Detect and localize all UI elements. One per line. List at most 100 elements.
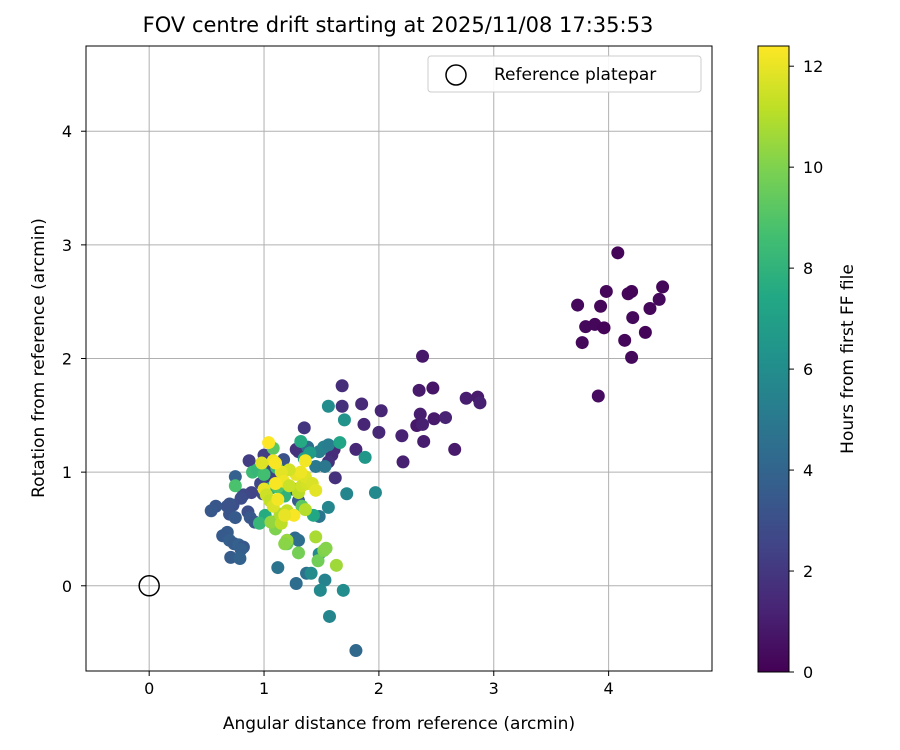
- data-point: [255, 456, 269, 470]
- y-tick-label: 4: [62, 122, 72, 141]
- scatter-points: [204, 246, 670, 658]
- data-point: [340, 487, 354, 501]
- y-tick-label: 3: [62, 236, 72, 255]
- data-point: [333, 436, 347, 450]
- data-point: [204, 504, 218, 518]
- y-tick-label: 0: [62, 577, 72, 596]
- x-tick-label: 1: [259, 679, 269, 698]
- data-point: [269, 456, 283, 470]
- data-point: [594, 299, 608, 313]
- data-point: [287, 508, 301, 522]
- data-point: [336, 583, 350, 597]
- data-point: [321, 399, 335, 413]
- colorbar-tick-label: 8: [803, 259, 813, 278]
- data-point: [611, 246, 625, 260]
- data-point: [228, 470, 242, 484]
- data-point: [252, 516, 266, 530]
- data-point: [257, 467, 271, 481]
- data-point: [318, 459, 332, 473]
- data-point: [323, 609, 337, 623]
- data-point: [298, 454, 312, 468]
- data-point: [448, 442, 462, 456]
- data-point: [335, 399, 349, 413]
- data-point: [412, 383, 426, 397]
- legend-box: [427, 55, 702, 93]
- grid: [86, 46, 712, 671]
- data-point: [473, 396, 487, 410]
- data-point: [416, 349, 430, 363]
- data-point: [242, 454, 256, 468]
- data-point: [264, 515, 278, 529]
- data-point: [358, 450, 372, 464]
- data-point: [282, 479, 296, 493]
- data-point: [318, 573, 332, 587]
- colorbar: 0 2 4 6 8 10 12 Hours from first FF file: [757, 45, 858, 682]
- data-point: [329, 558, 343, 572]
- data-point: [228, 511, 242, 525]
- x-tick-label: 0: [144, 679, 154, 698]
- data-point: [372, 425, 386, 439]
- x-axis-ticks: 0 1 2 3 4: [144, 671, 614, 698]
- data-point: [416, 417, 430, 431]
- data-point: [309, 459, 323, 473]
- data-point: [289, 577, 303, 590]
- data-point: [599, 284, 613, 298]
- data-point: [278, 508, 292, 522]
- data-point: [656, 280, 670, 294]
- data-point: [328, 471, 342, 485]
- x-tick-label: 4: [604, 679, 614, 698]
- legend-marker-icon: [445, 64, 467, 86]
- data-point: [626, 311, 640, 325]
- data-point: [643, 302, 657, 315]
- chart-title: FOV centre drift starting at 2025/11/08 …: [143, 13, 654, 37]
- data-point: [625, 284, 639, 298]
- data-point: [439, 411, 453, 425]
- colorbar-tick-label: 6: [803, 360, 813, 379]
- data-point: [297, 421, 311, 435]
- data-point: [321, 500, 335, 514]
- data-point: [374, 404, 388, 418]
- data-point: [591, 389, 605, 403]
- data-point: [357, 417, 371, 431]
- x-axis-label: Angular distance from reference (arcmin): [223, 714, 575, 734]
- data-point: [349, 644, 363, 658]
- data-point: [271, 492, 285, 506]
- data-point: [349, 442, 363, 456]
- data-point: [321, 438, 335, 452]
- data-point: [395, 429, 409, 443]
- y-axis-label: Rotation from reference (arcmin): [29, 218, 49, 498]
- data-point: [228, 479, 242, 493]
- data-point: [413, 407, 427, 421]
- data-point: [335, 379, 349, 393]
- data-point: [269, 477, 283, 490]
- data-point: [262, 436, 276, 450]
- data-point: [271, 561, 285, 575]
- y-tick-label: 2: [62, 350, 72, 369]
- data-point: [313, 583, 327, 597]
- data-point: [597, 321, 611, 335]
- data-point: [575, 336, 589, 350]
- colorbar-tick-label: 2: [803, 562, 813, 581]
- data-point: [319, 541, 333, 555]
- data-point: [355, 397, 369, 411]
- data-point: [337, 413, 351, 427]
- data-point: [571, 298, 585, 312]
- colorbar-gradient: [757, 45, 790, 673]
- data-point: [291, 533, 305, 547]
- data-point: [652, 292, 666, 306]
- colorbar-tick-label: 12: [803, 57, 823, 76]
- data-point: [309, 530, 323, 544]
- data-point: [368, 486, 382, 500]
- legend: Reference platepar: [427, 55, 702, 93]
- data-point: [459, 391, 473, 405]
- data-point: [311, 554, 325, 568]
- data-point: [294, 434, 308, 448]
- reference-point-marker: [138, 575, 160, 597]
- data-point: [417, 434, 431, 448]
- data-point: [625, 350, 639, 364]
- data-point: [618, 333, 632, 347]
- colorbar-tick-label: 0: [803, 663, 813, 682]
- data-point: [278, 537, 292, 551]
- colorbar-ticks: 0 2 4 6 8 10 12: [789, 57, 823, 682]
